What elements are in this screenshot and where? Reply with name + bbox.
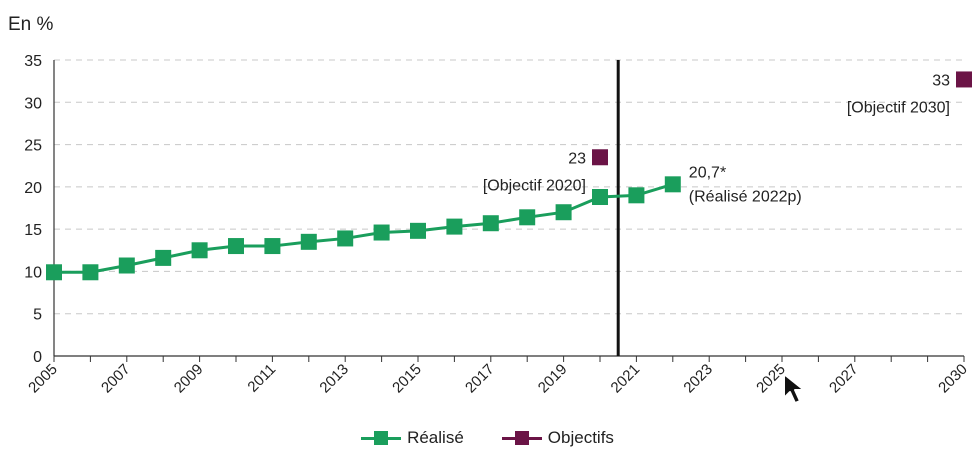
- x-tick-label: 2021: [608, 361, 644, 397]
- legend: Réalisé Objectifs: [0, 428, 975, 448]
- data-point-objectif: [592, 149, 608, 166]
- x-tick-label: 2030: [935, 361, 971, 397]
- x-tick-label: 2009: [171, 361, 207, 397]
- data-point-objectif: [956, 71, 972, 88]
- data-point-realise: [264, 238, 281, 255]
- annotation-value: 33: [932, 72, 950, 89]
- unit-label: En %: [8, 14, 54, 35]
- data-point-realise: [446, 218, 463, 235]
- annotation-note: (Réalisé 2022p): [689, 188, 802, 205]
- data-point-realise: [46, 264, 62, 281]
- data-point-realise: [82, 264, 99, 281]
- x-tick-label: 2027: [826, 361, 862, 397]
- y-tick-label: 30: [24, 95, 42, 112]
- x-tick-label: 2019: [535, 361, 571, 397]
- legend-item-realise: Réalisé: [361, 428, 464, 448]
- data-point-realise: [592, 189, 608, 206]
- y-tick-label: 0: [33, 349, 42, 366]
- x-tick-label: 2011: [244, 361, 279, 396]
- data-point-realise: [628, 187, 645, 204]
- y-tick-label: 20: [24, 180, 42, 197]
- data-point-realise: [228, 238, 244, 255]
- data-point-realise: [555, 204, 572, 221]
- mouse-pointer-icon: [782, 372, 810, 411]
- x-tick-label: 2005: [25, 361, 61, 397]
- data-point-realise: [410, 222, 426, 239]
- y-tick-label: 10: [24, 264, 42, 281]
- data-point-realise: [519, 209, 536, 226]
- y-tick-label: 35: [24, 53, 42, 70]
- annotation-note: [Objectif 2020]: [483, 177, 586, 194]
- legend-label-realise: Réalisé: [407, 428, 464, 447]
- legend-square-realise: [374, 431, 389, 445]
- x-tick-label: 2013: [316, 361, 352, 397]
- x-tick-label: 2017: [462, 361, 498, 397]
- series-line-realise: [54, 182, 674, 274]
- y-tick-label: 25: [24, 138, 42, 155]
- data-point-realise: [373, 224, 390, 241]
- data-point-realise: [300, 233, 317, 250]
- annotation-value: 23: [568, 150, 586, 167]
- y-tick-label: 5: [33, 307, 42, 324]
- annotation-value: 20,7*: [689, 164, 726, 181]
- legend-label-objectifs: Objectifs: [547, 428, 614, 447]
- x-tick-label: 2007: [98, 361, 134, 397]
- legend-item-objectifs: Objectifs: [501, 428, 614, 448]
- data-point-realise: [155, 249, 172, 266]
- legend-swatch-objectifs: [501, 430, 542, 446]
- data-point-realise: [191, 242, 208, 259]
- x-tick-label: 2023: [680, 361, 716, 397]
- data-point-realise: [337, 230, 354, 247]
- data-point-realise: [482, 215, 499, 232]
- legend-swatch-realise: [361, 430, 402, 446]
- annotation-note: [Objectif 2030]: [847, 99, 950, 116]
- y-tick-label: 15: [24, 222, 42, 239]
- data-point-realise: [118, 257, 135, 274]
- data-point-realise: [664, 176, 681, 193]
- x-tick-label: 2015: [389, 361, 425, 397]
- legend-square-objectifs: [514, 431, 529, 445]
